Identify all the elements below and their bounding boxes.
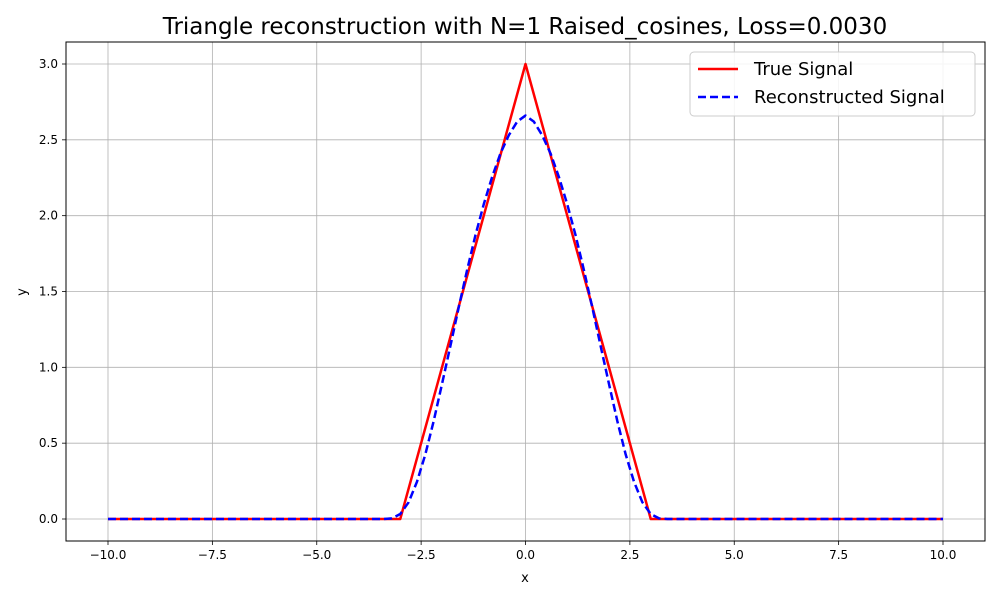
x-ticks: −10.0 −7.5 −5.0 −2.5 0.0 2.5 5.0 7.5 10.0 bbox=[90, 541, 957, 562]
x-tick-label: 2.5 bbox=[620, 548, 639, 562]
y-tick-label: 1.5 bbox=[39, 285, 58, 299]
x-tick-label: 0.0 bbox=[516, 548, 535, 562]
legend-box bbox=[689, 51, 976, 117]
y-ticks: 0.0 0.5 1.0 1.5 2.0 2.5 3.0 bbox=[39, 57, 66, 526]
x-tick-label: 7.5 bbox=[829, 548, 848, 562]
chart-title: Triangle reconstruction with N=1 Raised_… bbox=[162, 14, 887, 40]
legend-label-reconstructed-signal: Reconstructed Signal bbox=[754, 87, 945, 108]
y-axis-label: y bbox=[15, 288, 30, 296]
legend-label-true-signal: True Signal bbox=[753, 59, 853, 80]
y-tick-label: 0.5 bbox=[39, 436, 58, 450]
y-tick-label: 2.0 bbox=[39, 209, 58, 223]
series-layer bbox=[108, 62, 943, 521]
x-tick-label: 10.0 bbox=[930, 548, 957, 562]
y-tick-label: 2.5 bbox=[39, 133, 58, 147]
x-axis-label: x bbox=[521, 571, 529, 586]
y-tick-label: 3.0 bbox=[39, 57, 58, 71]
x-tick-label: −7.5 bbox=[198, 548, 227, 562]
y-tick-label: 0.0 bbox=[39, 512, 58, 526]
x-tick-label: −5.0 bbox=[302, 548, 331, 562]
x-tick-label: −10.0 bbox=[90, 548, 127, 562]
y-tick-label: 1.0 bbox=[39, 360, 58, 374]
x-tick-label: 5.0 bbox=[725, 548, 744, 562]
legend: True Signal Reconstructed Signal bbox=[689, 51, 976, 117]
series-line-reconstructed-signal bbox=[108, 114, 943, 521]
x-tick-label: −2.5 bbox=[407, 548, 436, 562]
